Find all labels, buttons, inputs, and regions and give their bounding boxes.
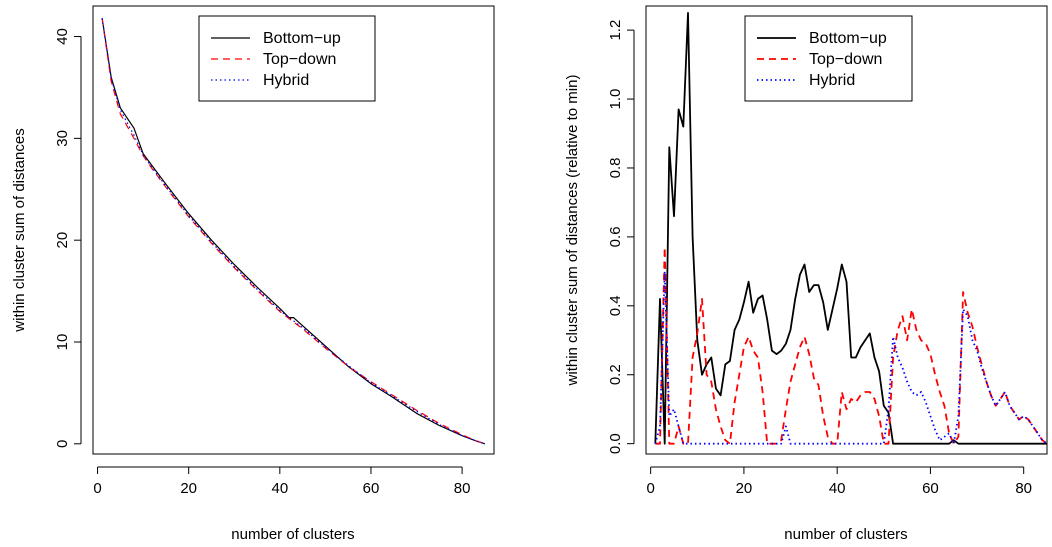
x-tick-label: 40 xyxy=(271,480,288,497)
series-line-hybrid xyxy=(654,270,1048,445)
left-y-axis-label: within cluster sum of distances xyxy=(11,128,28,332)
right-y-axis-label: within cluster sum of distances (relativ… xyxy=(564,75,581,387)
left-plot-frame xyxy=(92,5,495,455)
left-legend: Bottom−up Top−down Hybrid xyxy=(198,15,376,102)
right-x-axis: 0 20 40 60 80 xyxy=(646,466,1032,497)
x-tick-label: 60 xyxy=(922,480,939,497)
x-tick-label: 0 xyxy=(646,480,654,497)
legend-label: Hybrid xyxy=(263,72,309,89)
x-tick-label: 80 xyxy=(454,480,471,497)
right-x-axis-label: number of clusters xyxy=(784,526,907,543)
right-chart-panel: 0 20 40 60 80 0.0 0.2 0.4 0.6 0.8 1.0 1.2 number o… xyxy=(564,5,1048,543)
x-tick-label: 60 xyxy=(363,480,380,497)
y-tick-label: 0.2 xyxy=(607,364,624,385)
legend-label: Bottom−up xyxy=(809,30,887,47)
x-tick-label: 40 xyxy=(829,480,846,497)
legend-label: Top−down xyxy=(263,51,336,68)
y-tick-label: 0.0 xyxy=(607,433,624,454)
y-tick-label: 30 xyxy=(54,130,71,147)
legend-label: Top−down xyxy=(809,51,882,68)
left-x-axis-label: number of clusters xyxy=(231,526,354,543)
y-tick-label: 20 xyxy=(54,232,71,249)
right-legend: Bottom−up Top−down Hybrid xyxy=(744,15,913,102)
y-tick-label: 1.2 xyxy=(607,20,624,41)
series-line-top-down xyxy=(101,18,486,445)
series-line-bottom-up xyxy=(654,11,1047,445)
y-tick-label: 40 xyxy=(54,28,71,45)
y-tick-label: 0.4 xyxy=(607,295,624,316)
series-line-top-down xyxy=(655,246,1048,445)
left-series-layer xyxy=(101,18,486,445)
y-tick-label: 0 xyxy=(54,440,71,448)
right-plot-frame xyxy=(645,5,1048,455)
left-x-axis: 0 20 40 60 80 xyxy=(93,466,471,497)
y-tick-label: 1.0 xyxy=(607,89,624,110)
left-chart-panel: 0 20 40 60 80 0 10 20 30 40 number of clusters w… xyxy=(11,5,495,543)
y-tick-label: 0.6 xyxy=(607,226,624,247)
legend-label: Hybrid xyxy=(809,72,855,89)
x-tick-label: 20 xyxy=(736,480,753,497)
x-tick-label: 0 xyxy=(93,480,101,497)
series-line-bottom-up xyxy=(101,18,486,445)
right-y-axis: 0.0 0.2 0.4 0.6 0.8 1.0 1.2 xyxy=(607,20,635,454)
right-series-layer xyxy=(654,11,1048,445)
legend-label: Bottom−up xyxy=(263,30,341,47)
left-y-axis: 0 10 20 30 40 xyxy=(54,28,82,448)
x-tick-label: 80 xyxy=(1015,480,1032,497)
y-tick-label: 10 xyxy=(54,334,71,351)
x-tick-label: 20 xyxy=(180,480,197,497)
y-tick-label: 0.8 xyxy=(607,158,624,179)
